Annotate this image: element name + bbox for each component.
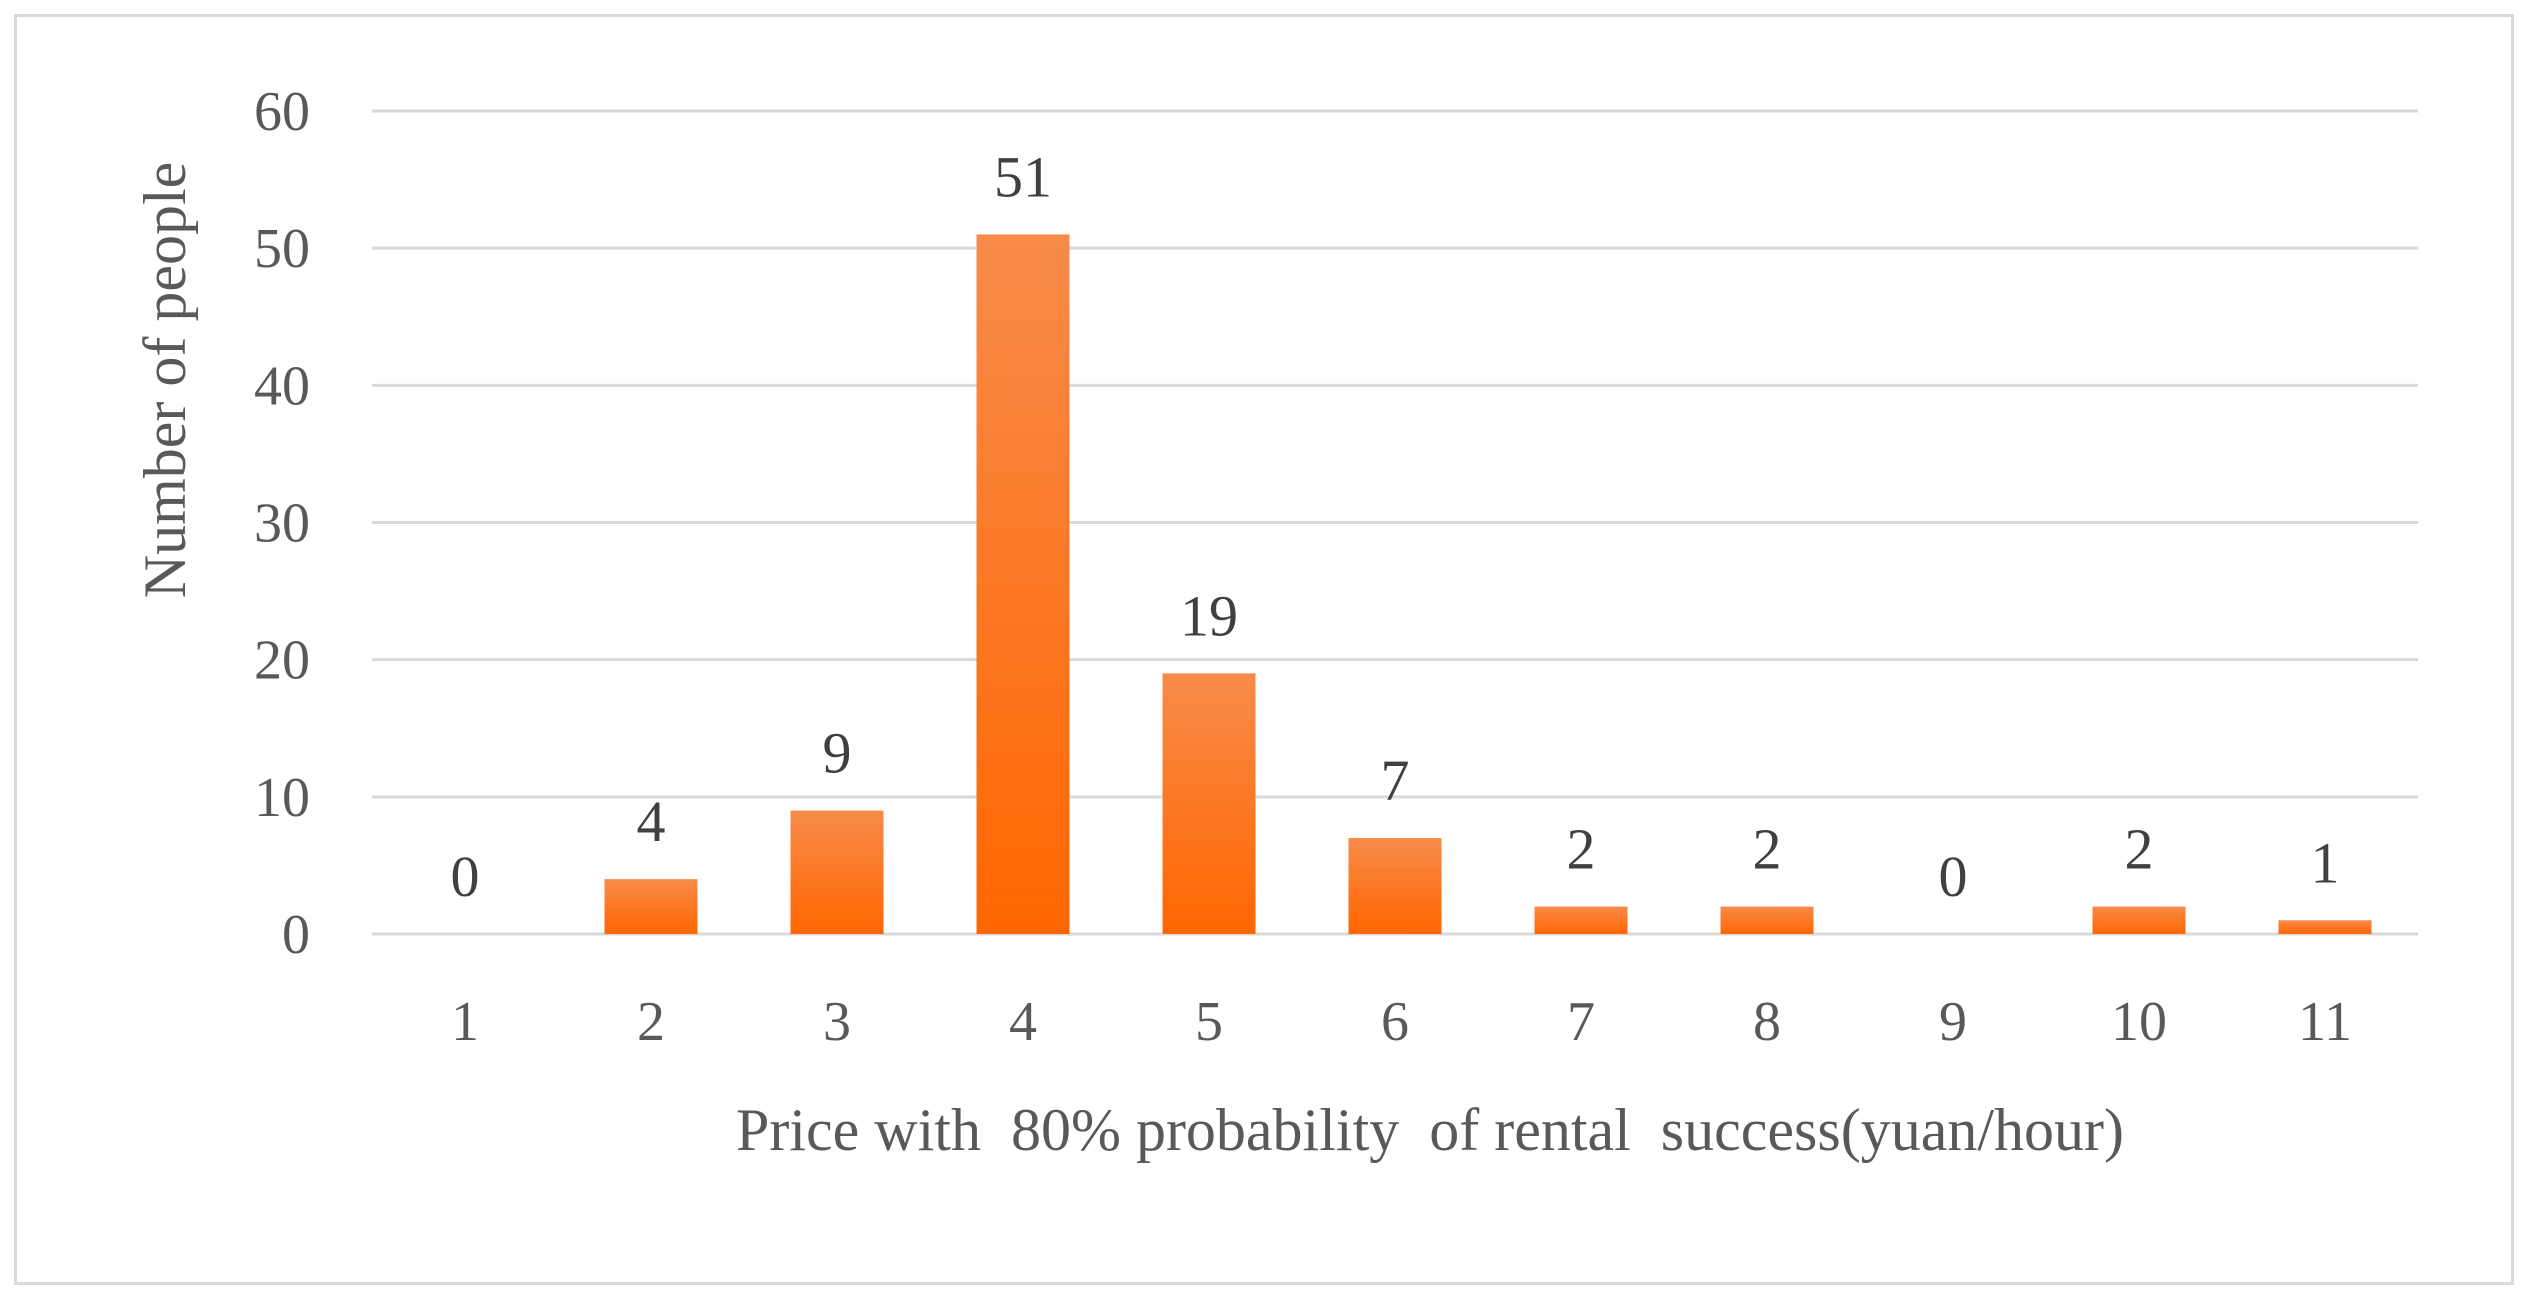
y-axis-title: Number of people bbox=[132, 162, 198, 599]
x-tick-label: 2 bbox=[637, 991, 665, 1053]
data-label: 2 bbox=[2125, 817, 2154, 882]
x-tick-label: 9 bbox=[1939, 991, 1967, 1053]
y-tick-label: 0 bbox=[282, 904, 310, 966]
chart-frame bbox=[14, 14, 2514, 1285]
bar bbox=[976, 234, 1070, 934]
x-tick-label: 10 bbox=[2111, 991, 2167, 1053]
data-label: 9 bbox=[823, 721, 852, 786]
x-tick-label: 11 bbox=[2298, 991, 2352, 1053]
y-tick-label: 10 bbox=[254, 767, 310, 829]
y-axis-ticks: 0 10 20 30 40 50 60 bbox=[254, 81, 310, 966]
x-tick-label: 4 bbox=[1009, 991, 1037, 1053]
x-tick-label: 6 bbox=[1381, 991, 1409, 1053]
data-label: 1 bbox=[2311, 830, 2340, 895]
bar bbox=[2092, 906, 2186, 934]
bar bbox=[2278, 920, 2372, 934]
y-tick-label: 40 bbox=[254, 355, 310, 417]
data-label: 2 bbox=[1567, 817, 1596, 882]
bar bbox=[1534, 906, 1628, 934]
x-tick-label: 8 bbox=[1753, 991, 1781, 1053]
x-axis-ticks: 1 2 3 4 5 6 7 8 9 10 11 bbox=[451, 991, 2352, 1053]
y-tick-label: 20 bbox=[254, 630, 310, 692]
y-tick-label: 60 bbox=[254, 81, 310, 143]
data-label: 0 bbox=[451, 844, 480, 909]
y-tick-label: 50 bbox=[254, 218, 310, 280]
y-tick-label: 30 bbox=[254, 493, 310, 555]
data-label: 4 bbox=[637, 789, 666, 854]
data-label: 2 bbox=[1753, 817, 1782, 882]
bar bbox=[790, 810, 884, 934]
x-axis-title: Price with 80% probability of rental suc… bbox=[736, 1097, 2124, 1163]
data-label: 7 bbox=[1381, 748, 1410, 813]
data-label: 51 bbox=[994, 144, 1052, 209]
gridlines bbox=[372, 109, 2418, 936]
bar bbox=[604, 879, 698, 934]
data-label: 19 bbox=[1180, 583, 1238, 648]
data-labels: 0 4 9 51 19 7 2 2 0 2 1 bbox=[451, 144, 2340, 909]
bar bbox=[1720, 906, 1814, 934]
bar bbox=[1162, 673, 1256, 934]
x-tick-label: 5 bbox=[1195, 991, 1223, 1053]
x-tick-label: 7 bbox=[1567, 991, 1595, 1053]
bar bbox=[1348, 837, 1442, 934]
x-tick-label: 3 bbox=[823, 991, 851, 1053]
bars bbox=[604, 234, 2372, 934]
x-tick-label: 1 bbox=[451, 991, 479, 1053]
data-label: 0 bbox=[1939, 844, 1968, 909]
